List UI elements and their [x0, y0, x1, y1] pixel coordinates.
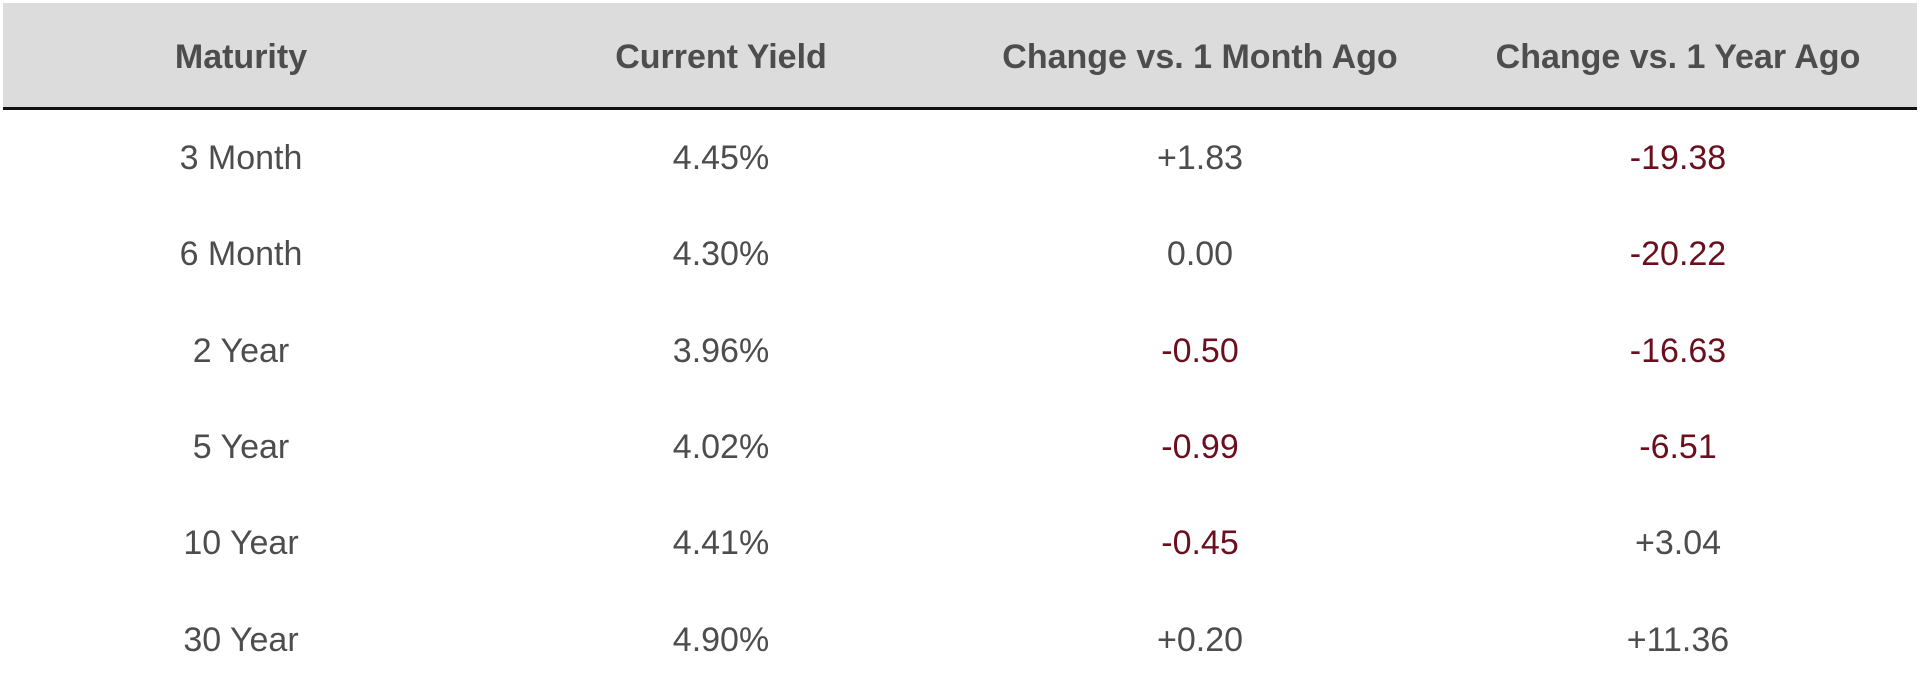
maturity-cell: 30 Year	[183, 621, 299, 659]
current-yield-cell: 4.41%	[672, 524, 770, 562]
change-1-year-cell: -19.38	[1629, 139, 1727, 177]
change-1-year-cell: +3.04	[1634, 524, 1722, 562]
column-header-maturity: Maturity	[174, 38, 308, 76]
change-1-month-cell: -0.50	[1161, 332, 1239, 370]
change-1-month-cell: +1.83	[1156, 139, 1244, 177]
current-yield-cell: 4.90%	[672, 621, 770, 659]
maturity-cell: 5 Year	[192, 428, 290, 466]
change-1-year-cell: +11.36	[1626, 621, 1730, 659]
maturity-cell: 2 Year	[192, 332, 290, 370]
maturity-cell: 3 Month	[179, 139, 303, 177]
change-1-year-cell: -20.22	[1629, 235, 1727, 273]
change-1-month-cell: +0.20	[1156, 621, 1244, 659]
table-header-background	[3, 3, 1917, 108]
change-1-month-cell: -0.45	[1161, 524, 1239, 562]
change-1-year-cell: -16.63	[1629, 332, 1727, 370]
current-yield-cell: 4.45%	[672, 139, 770, 177]
current-yield-cell: 3.96%	[672, 332, 770, 370]
current-yield-cell: 4.30%	[672, 235, 770, 273]
maturity-cell: 6 Month	[179, 235, 303, 273]
column-header-current-yield: Current Yield	[615, 38, 827, 76]
change-1-month-cell: 0.00	[1166, 235, 1234, 273]
maturity-cell: 10 Year	[183, 524, 299, 562]
table-header-divider	[3, 107, 1917, 110]
column-header-change-1-month: Change vs. 1 Month Ago	[1002, 38, 1398, 76]
change-1-month-cell: -0.99	[1161, 428, 1239, 466]
column-header-change-1-year: Change vs. 1 Year Ago	[1495, 38, 1861, 76]
change-1-year-cell: -6.51	[1639, 428, 1717, 466]
current-yield-cell: 4.02%	[672, 428, 770, 466]
